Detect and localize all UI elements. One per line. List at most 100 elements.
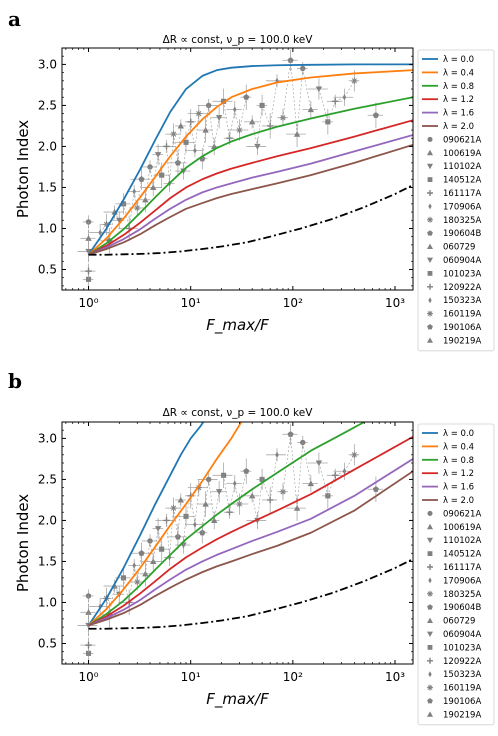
legend-marker bbox=[427, 216, 433, 223]
data-point bbox=[307, 480, 315, 487]
y-tick-label: 2.5 bbox=[38, 98, 57, 112]
connector bbox=[205, 479, 209, 505]
data-point bbox=[132, 562, 136, 569]
series-line bbox=[87, 63, 413, 256]
connector bbox=[234, 109, 240, 131]
legend-marker bbox=[427, 177, 433, 182]
connector bbox=[335, 470, 345, 476]
connector bbox=[136, 179, 142, 209]
series-line bbox=[87, 422, 205, 626]
legend-label: 100619A bbox=[443, 523, 481, 533]
legend-label: 190219A bbox=[443, 336, 481, 346]
connector bbox=[257, 105, 263, 147]
legend-marker bbox=[427, 136, 433, 142]
data-point bbox=[180, 168, 187, 175]
y-tick-label: 1.5 bbox=[38, 180, 57, 194]
legend-label: 190604B bbox=[443, 603, 481, 613]
legend-label: λ = 2.0 bbox=[443, 122, 474, 132]
connector bbox=[229, 483, 236, 513]
connector bbox=[344, 454, 355, 472]
legend-label: λ = 1.6 bbox=[443, 109, 474, 119]
series-line bbox=[88, 422, 365, 627]
legend-marker bbox=[427, 657, 433, 664]
data-point bbox=[275, 451, 279, 459]
legend-marker bbox=[427, 698, 433, 704]
legend-label: 100619A bbox=[443, 149, 481, 159]
legend-marker bbox=[427, 645, 433, 650]
legend-label: 090621A bbox=[443, 509, 481, 519]
y-tick-label: 2.0 bbox=[38, 139, 57, 153]
legend-marker bbox=[427, 230, 433, 236]
data-point bbox=[243, 468, 250, 474]
legend-label: 170906A bbox=[443, 202, 481, 212]
legend-marker bbox=[428, 671, 432, 678]
legend-label: 161117A bbox=[443, 563, 481, 573]
x-tick-label: 10¹ bbox=[181, 670, 201, 684]
data-point bbox=[236, 126, 243, 134]
series-line bbox=[88, 143, 413, 256]
data-point bbox=[138, 176, 145, 182]
connector bbox=[123, 577, 130, 603]
legend-label: 101023A bbox=[443, 269, 481, 279]
y-tick-label: 1.5 bbox=[38, 554, 57, 568]
legend-label: 190219A bbox=[443, 710, 481, 720]
legend-marker bbox=[428, 203, 432, 210]
connector bbox=[185, 121, 191, 143]
connector bbox=[234, 483, 240, 505]
connector bbox=[223, 101, 230, 139]
legend-marker bbox=[427, 337, 433, 343]
connector bbox=[169, 134, 174, 184]
data-point bbox=[177, 496, 184, 503]
plot-frame bbox=[61, 421, 414, 665]
series-line bbox=[88, 458, 413, 627]
x-tick-label: 10¹ bbox=[181, 296, 201, 310]
connector bbox=[290, 434, 298, 509]
y-tick-label: 2.5 bbox=[38, 472, 57, 486]
reference-line bbox=[88, 558, 413, 630]
connector bbox=[302, 442, 312, 484]
connector bbox=[194, 487, 200, 525]
connector bbox=[157, 154, 162, 176]
legend-label: 060729 bbox=[443, 243, 475, 253]
x-tick-label: 10² bbox=[283, 296, 303, 310]
chart-panel-b: b ΔR ∝ const, ν_p = 100.0 keV 0.5 1.0 1.5 2.0… bbox=[8, 369, 495, 726]
series-line bbox=[87, 69, 413, 256]
legend-marker bbox=[427, 617, 433, 623]
connector bbox=[257, 479, 263, 521]
connector bbox=[169, 508, 174, 558]
connector bbox=[177, 499, 182, 537]
legend-label: 160119A bbox=[443, 310, 481, 320]
series-line bbox=[88, 470, 413, 627]
data-point bbox=[279, 114, 287, 121]
legend-marker bbox=[427, 310, 433, 317]
connector bbox=[296, 442, 304, 509]
series-line bbox=[88, 119, 413, 256]
y-tick-label: 0.5 bbox=[38, 262, 57, 276]
legend-marker bbox=[427, 711, 433, 717]
connector bbox=[282, 60, 291, 118]
connector bbox=[202, 503, 206, 533]
data-point bbox=[116, 217, 123, 224]
chart-title: ΔR ∝ const, ν_p = 100.0 keV bbox=[163, 34, 314, 46]
connector bbox=[239, 97, 247, 131]
legend-marker bbox=[427, 324, 433, 330]
x-tick-label: 10³ bbox=[385, 296, 405, 310]
connector bbox=[173, 508, 179, 537]
data-point bbox=[195, 110, 202, 117]
connector bbox=[190, 495, 196, 525]
legend-label: 150323A bbox=[443, 296, 481, 306]
connector bbox=[128, 565, 135, 603]
panel-letter: b bbox=[8, 369, 22, 393]
connector bbox=[282, 434, 291, 492]
legend-marker bbox=[427, 631, 433, 637]
x-axis-label: F_max/F bbox=[206, 690, 269, 709]
legend-marker bbox=[427, 283, 433, 290]
legend-marker bbox=[427, 523, 433, 530]
connector bbox=[208, 479, 215, 521]
data-point bbox=[215, 115, 223, 121]
observations bbox=[77, 49, 383, 290]
legend-marker bbox=[427, 149, 433, 156]
legend: λ = 0.0 λ = 0.4 λ = 0.8 λ = 1.2 λ = 1.6 λ = 2… bbox=[417, 49, 495, 352]
legend-label: 170906A bbox=[443, 576, 481, 586]
y-axis-label: Photon Index bbox=[14, 120, 32, 218]
